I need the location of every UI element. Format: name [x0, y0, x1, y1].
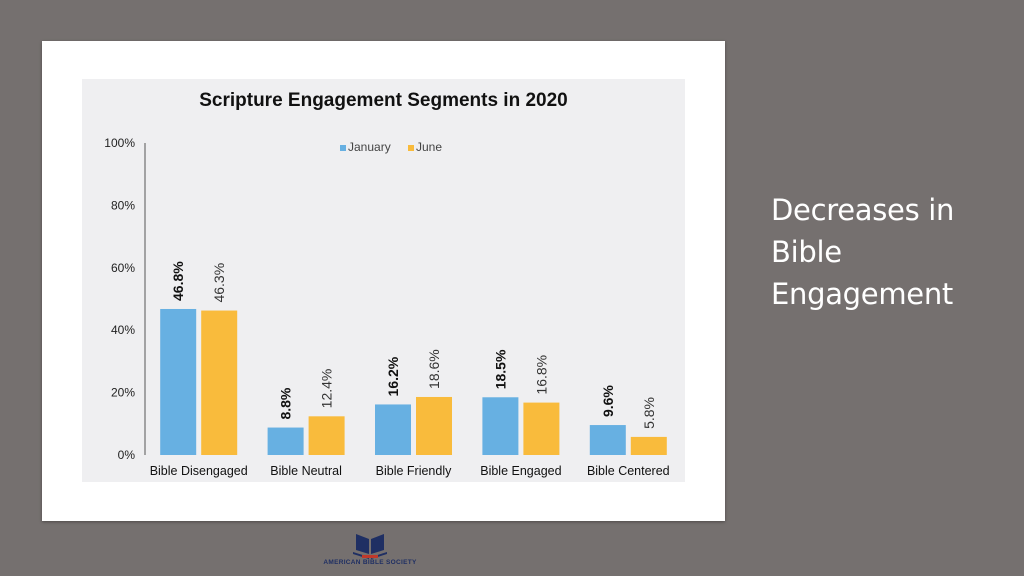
data-label-january: 8.8%: [278, 387, 294, 419]
legend-label-january: January: [348, 140, 391, 154]
y-tick-label: 20%: [111, 386, 135, 400]
x-tick-label: Bible Neutral: [270, 464, 342, 478]
y-tick-label: 40%: [111, 323, 135, 337]
legend-label-june: June: [416, 140, 442, 154]
bar-june-bible-engaged: [523, 402, 560, 455]
bar-june-bible-disengaged: [201, 310, 238, 455]
x-tick-label: Bible Centered: [587, 464, 670, 478]
data-label-june: 18.6%: [426, 349, 442, 389]
bar-january-bible-friendly: [375, 404, 411, 455]
american-bible-society-logo: [353, 534, 387, 559]
data-label-january: 16.2%: [385, 356, 401, 396]
bar-june-bible-friendly: [416, 396, 452, 455]
bar-chart: 0% 20% 40% 60% 80% 100% January June 46.8% 46.3% B…: [104, 136, 670, 478]
y-tick-label: 80%: [111, 198, 135, 212]
legend-swatch-january: [340, 145, 346, 151]
data-label-january: 46.8%: [170, 261, 186, 301]
y-tick-label: 60%: [111, 261, 135, 275]
legend-swatch-june: [408, 145, 414, 151]
bar-june-bible-neutral: [308, 416, 345, 455]
data-label-june: 16.8%: [533, 355, 549, 395]
logo-text: AMERICAN BIBLE SOCIETY: [323, 559, 417, 566]
bar-june-bible-centered: [630, 436, 667, 455]
x-tick-label: Bible Engaged: [480, 464, 561, 478]
bar-january-bible-centered: [589, 425, 626, 455]
bar-january-bible-disengaged: [160, 308, 197, 455]
data-label-june: 12.4%: [319, 369, 335, 409]
bar-january-bible-engaged: [482, 397, 519, 455]
chart-title: Scripture Engagement Segments in 2020: [199, 90, 568, 111]
data-label-january: 18.5%: [492, 349, 508, 389]
x-tick-label: Bible Disengaged: [150, 464, 248, 478]
bar-january-bible-neutral: [267, 427, 304, 455]
y-tick-label: 0%: [118, 448, 136, 462]
data-label-june: 5.8%: [641, 397, 657, 429]
y-tick-label: 100%: [104, 136, 135, 150]
data-label-january: 9.6%: [600, 385, 616, 417]
side-heading: Decreases in Bible Engagement: [771, 193, 955, 311]
data-label-june: 46.3%: [211, 263, 227, 303]
x-tick-label: Bible Friendly: [376, 464, 452, 478]
